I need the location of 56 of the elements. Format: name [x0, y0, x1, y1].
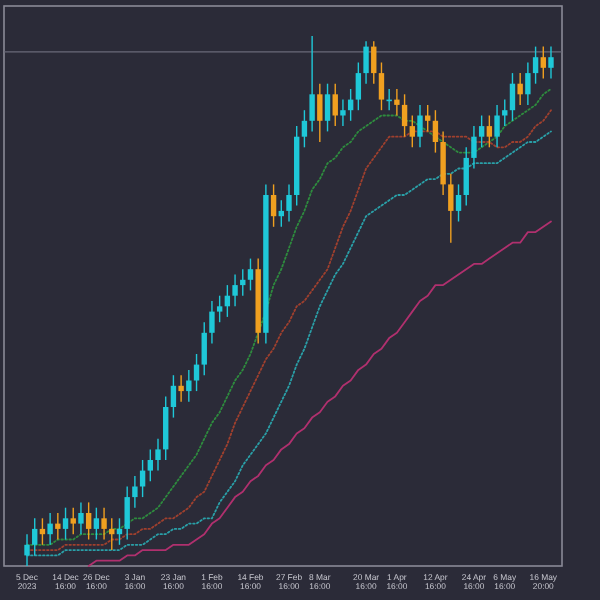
candlestick	[440, 130, 446, 196]
candlestick	[517, 72, 523, 106]
candlestick	[455, 183, 462, 223]
candlestick	[155, 438, 161, 472]
candlestick	[355, 61, 362, 111]
candlestick	[532, 45, 539, 85]
candlestick	[47, 512, 53, 546]
candlestick	[317, 83, 323, 143]
candlestick	[363, 40, 369, 85]
candlestick	[309, 35, 315, 133]
candlestick	[186, 369, 192, 403]
candlestick	[448, 173, 454, 244]
candlestick	[209, 300, 215, 345]
candlestick	[401, 93, 408, 138]
candlestick	[85, 501, 92, 541]
candlestick	[178, 374, 184, 403]
candlestick	[170, 374, 177, 419]
candlestick	[62, 507, 69, 541]
candlestick	[247, 257, 254, 292]
candlestick	[378, 61, 385, 111]
candlestick	[525, 61, 531, 106]
candlestick	[270, 183, 277, 228]
candlestick	[494, 104, 500, 148]
candlestick	[486, 114, 493, 148]
candlestick	[371, 40, 377, 85]
candlestick	[147, 448, 153, 482]
candlestick	[332, 83, 338, 127]
candlestick	[93, 507, 100, 541]
candlestick	[163, 395, 169, 461]
candlestick	[193, 353, 200, 392]
candlestick	[432, 109, 439, 154]
candlestick	[340, 98, 346, 127]
candlestick	[502, 98, 508, 127]
candlestick	[463, 146, 469, 207]
candlestick	[78, 501, 84, 535]
candlestick	[540, 45, 546, 80]
candlestick	[201, 321, 207, 376]
candlestick	[417, 104, 423, 148]
candlestick	[70, 507, 76, 535]
candlestick	[101, 507, 107, 541]
candlestick	[139, 459, 146, 498]
candlestick	[548, 45, 554, 80]
candlestick	[216, 295, 223, 323]
candlestick	[478, 114, 485, 148]
candlestick	[124, 485, 130, 541]
candlestick	[324, 83, 331, 133]
candlestick	[55, 512, 61, 541]
candlestick	[509, 72, 516, 122]
candlestick	[471, 125, 477, 170]
candlestick	[409, 114, 415, 148]
candlestick	[301, 109, 308, 148]
candlestick	[232, 273, 238, 307]
candlestick	[286, 183, 292, 223]
candlestick	[394, 88, 400, 117]
candlestick	[132, 475, 138, 509]
candlestick	[32, 517, 38, 557]
